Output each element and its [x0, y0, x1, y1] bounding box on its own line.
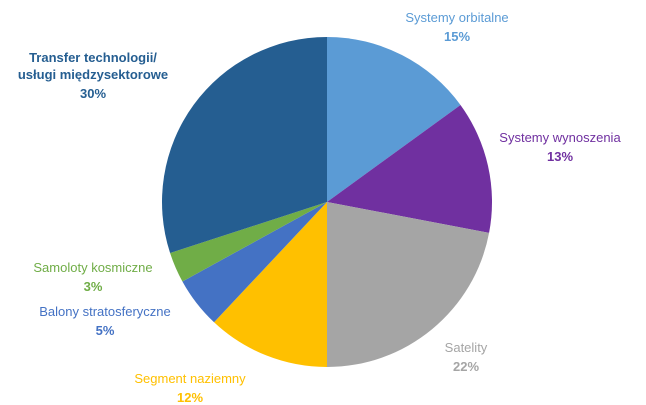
pie-slice-transfer-technologii: [162, 37, 327, 253]
slice-label-transfer-technologii-line-2: usługi międzysektorowe: [18, 67, 168, 82]
pie-slice-satelity: [327, 202, 490, 367]
pie-slice-systemy-wynoszenia: [327, 105, 493, 233]
pie-slice-systemy-orbitalne: [327, 37, 461, 202]
slice-value-transfer-technologii: 30%: [80, 86, 106, 101]
slice-label-satelity: Satelity: [445, 340, 488, 355]
pie-labels: Systemy orbitalne 15% Systemy wynoszenia 13…: [18, 10, 622, 405]
slice-label-systemy-wynoszenia: Systemy wynoszenia: [499, 130, 621, 145]
slice-label-balony-stratosferyczne: Balony stratosferyczne: [39, 304, 171, 319]
pie-slice-segment-naziemny: [214, 202, 327, 367]
slice-label-transfer-technologii-line-1: Transfer technologii/: [29, 50, 157, 65]
slice-value-samoloty-kosmiczne: 3%: [84, 279, 103, 294]
slice-value-systemy-wynoszenia: 13%: [547, 149, 573, 164]
slice-label-samoloty-kosmiczne: Samoloty kosmiczne: [33, 260, 152, 275]
slice-label-segment-naziemny: Segment naziemny: [134, 371, 246, 386]
slice-value-satelity: 22%: [453, 359, 479, 374]
pie-slice-balony-stratosferyczne: [182, 202, 327, 323]
slice-label-systemy-orbitalne: Systemy orbitalne: [405, 10, 508, 25]
pie-slice-samoloty-kosmiczne: [170, 202, 327, 282]
slice-value-balony-stratosferyczne: 5%: [96, 323, 115, 338]
slice-value-segment-naziemny: 12%: [177, 390, 203, 405]
pie-slices: [162, 37, 493, 367]
slice-value-systemy-orbitalne: 15%: [444, 29, 470, 44]
